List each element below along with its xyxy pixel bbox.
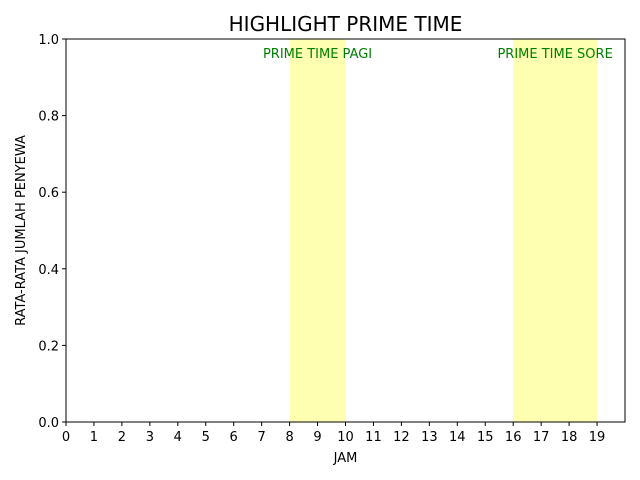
- x-tick-label: 9: [313, 430, 321, 445]
- x-tick-label: 6: [230, 430, 238, 445]
- x-tick-label: 5: [202, 430, 210, 445]
- x-tick-label: 11: [365, 430, 382, 445]
- y-tick-label: 0.2: [38, 339, 59, 354]
- x-tick-label: 19: [589, 430, 606, 445]
- highlight-bands: [289, 39, 598, 422]
- x-tick-label: 7: [258, 430, 266, 445]
- x-tick-label: 0: [62, 430, 70, 445]
- y-axis-label: RATA-RATA JUMLAH PENYEWA: [14, 135, 29, 326]
- x-tick-label: 8: [285, 430, 293, 445]
- highlight-band: [513, 39, 598, 422]
- highlight-band-labels: PRIME TIME PAGI PRIME TIME SORE: [263, 47, 613, 62]
- x-tick-label: 4: [174, 430, 182, 445]
- highlight-band-label: PRIME TIME SORE: [497, 47, 612, 62]
- x-tick-label: 18: [561, 430, 578, 445]
- chart-title: HIGHLIGHT PRIME TIME: [229, 12, 463, 36]
- highlight-band: [289, 39, 346, 422]
- y-tick-label: 0.8: [38, 110, 59, 125]
- x-axis-label: JAM: [333, 451, 358, 466]
- y-tick-label: 0.6: [38, 186, 59, 201]
- x-tick-label: 1: [90, 430, 98, 445]
- x-tick-label: 14: [449, 430, 466, 445]
- x-tick-label: 3: [146, 430, 154, 445]
- x-tick-label: 17: [533, 430, 550, 445]
- x-tick-label: 12: [393, 430, 410, 445]
- x-tick-label: 16: [505, 430, 522, 445]
- y-axis-ticks: 0.0 0.2 0.4 0.6 0.8 1.0: [38, 33, 66, 431]
- y-tick-label: 0.4: [38, 263, 59, 278]
- y-tick-label: 1.0: [38, 33, 59, 48]
- highlight-band-label: PRIME TIME PAGI: [263, 47, 372, 62]
- x-tick-label: 10: [337, 430, 354, 445]
- x-tick-label: 13: [421, 430, 438, 445]
- x-tick-label: 2: [118, 430, 126, 445]
- x-axis-ticks: 0 1 2 3 4 5 6 7 8 9 10 11 12 13 14 15 16 17 18 19: [62, 422, 605, 445]
- x-tick-label: 15: [477, 430, 494, 445]
- y-tick-label: 0.0: [38, 416, 59, 431]
